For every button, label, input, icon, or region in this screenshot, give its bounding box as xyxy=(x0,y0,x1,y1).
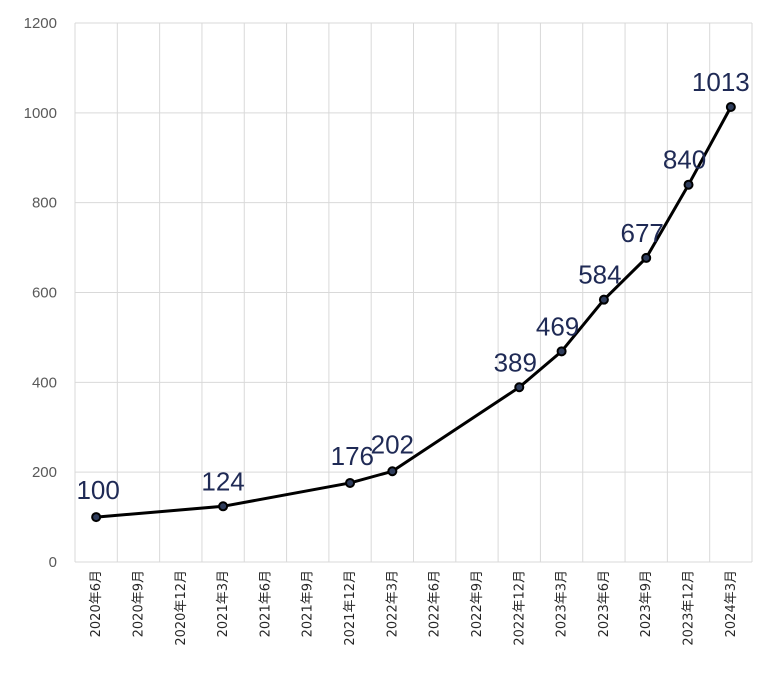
y-tick-label: 600 xyxy=(32,285,57,302)
y-tick-label: 1000 xyxy=(24,105,57,122)
y-axis-ticks: 0 200 400 600 800 1000 1200 xyxy=(24,15,57,571)
data-point xyxy=(556,346,567,357)
data-point xyxy=(641,252,652,263)
x-tick-label: 2020年6月 xyxy=(89,570,104,637)
x-tick-label: 2020年9月 xyxy=(131,570,146,637)
data-point xyxy=(683,179,694,190)
series-group xyxy=(91,101,736,523)
data-label: 124 xyxy=(201,466,244,496)
y-tick-label: 1200 xyxy=(24,15,57,32)
x-tick-label: 2023年12月 xyxy=(682,570,697,646)
x-tick-label: 2021年9月 xyxy=(301,570,316,637)
data-label: 469 xyxy=(536,311,579,341)
data-label: 584 xyxy=(578,260,621,290)
x-tick-label: 2023年3月 xyxy=(555,570,570,637)
data-label: 1013 xyxy=(692,67,750,97)
y-tick-label: 0 xyxy=(49,554,57,571)
x-tick-label: 2021年6月 xyxy=(258,570,273,637)
data-label: 677 xyxy=(621,218,664,248)
x-axis-ticks: 2020年6月 2020年9月 2020年12月 2021年3月 2021年6月 2021… xyxy=(89,570,739,646)
grid xyxy=(74,22,753,563)
x-tick-label: 2022年6月 xyxy=(428,570,443,637)
x-tick-label: 2021年3月 xyxy=(216,570,231,637)
y-tick-label: 200 xyxy=(32,464,57,481)
x-tick-label: 2022年9月 xyxy=(470,570,485,637)
data-label: 389 xyxy=(494,347,537,377)
y-tick-label: 800 xyxy=(32,195,57,212)
data-label: 202 xyxy=(371,429,414,459)
data-point xyxy=(387,466,398,477)
x-tick-label: 2024年3月 xyxy=(724,570,739,637)
x-tick-label: 2020年12月 xyxy=(174,570,189,646)
series-line xyxy=(96,106,733,519)
data-label: 840 xyxy=(663,145,706,175)
data-point xyxy=(514,382,525,393)
x-tick-label: 2022年12月 xyxy=(512,570,527,646)
data-point xyxy=(345,477,356,488)
data-label: 176 xyxy=(331,441,374,471)
data-point xyxy=(218,501,229,512)
x-tick-label: 2023年9月 xyxy=(639,570,654,637)
x-tick-label: 2022年3月 xyxy=(385,570,400,637)
y-tick-label: 400 xyxy=(32,374,57,391)
data-point xyxy=(91,512,102,523)
data-point xyxy=(598,294,609,305)
x-tick-label: 2023年6月 xyxy=(597,570,612,637)
data-point xyxy=(725,101,736,112)
x-tick-label: 2021年12月 xyxy=(343,570,358,646)
data-label: 100 xyxy=(76,475,119,505)
